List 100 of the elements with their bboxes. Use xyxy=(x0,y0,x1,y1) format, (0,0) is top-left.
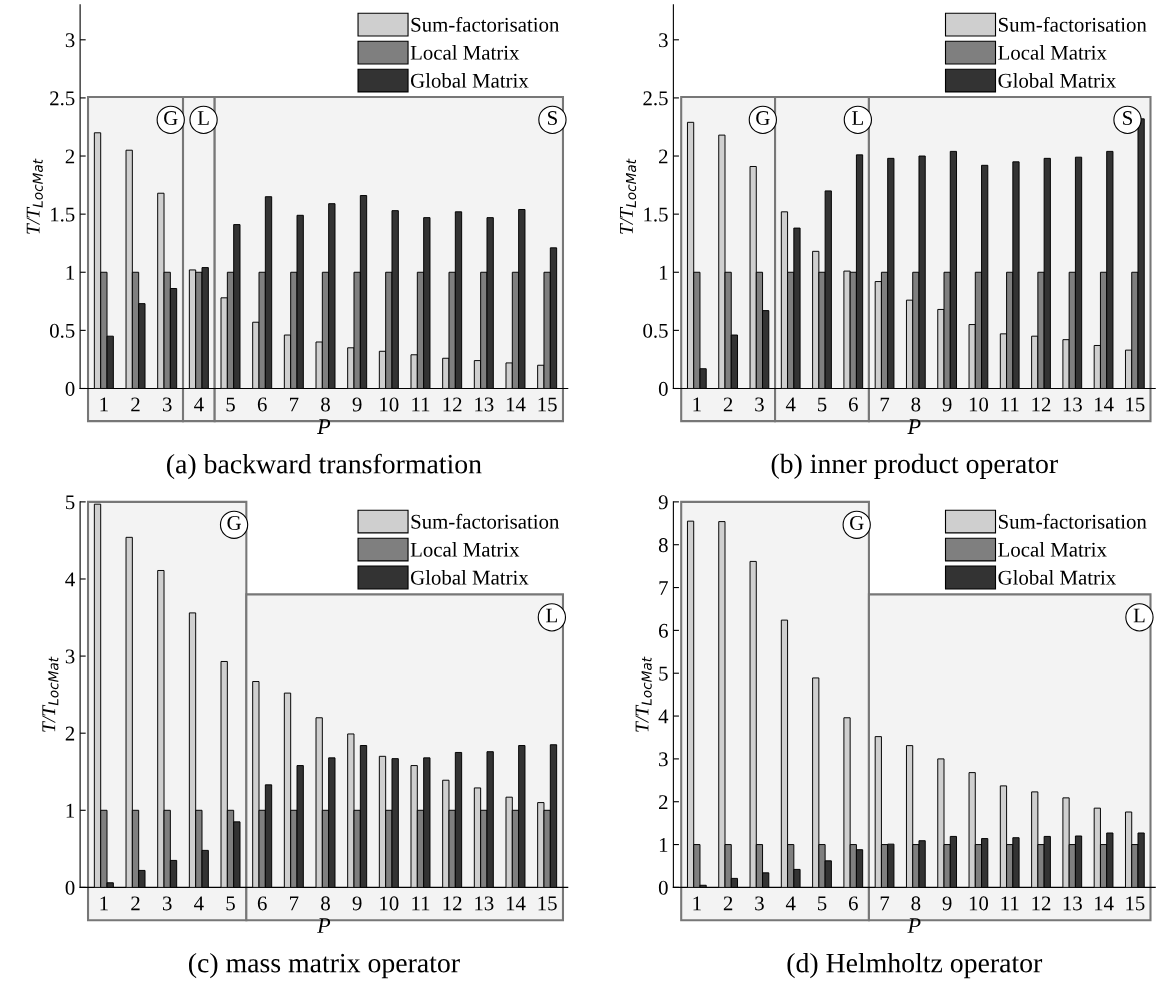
text: (c) mass matrix operator xyxy=(189,952,460,979)
x-tick-label: 12 xyxy=(1032,397,1051,412)
y-tick-label: 3 xyxy=(65,649,75,664)
y-tick-label: 0 xyxy=(658,880,668,895)
x-tick-label: 6 xyxy=(848,896,858,911)
band-label: S xyxy=(1123,111,1133,126)
y-tick-label: 1 xyxy=(66,803,74,818)
legend-label: Local Matrix xyxy=(998,45,1107,60)
band-label: L xyxy=(197,111,209,125)
x-axis-title: P xyxy=(907,918,921,933)
y-tick-label: 0 xyxy=(65,381,75,396)
bar xyxy=(905,745,914,888)
legend-label: Local Matrix xyxy=(998,542,1107,557)
y-tick-label: 1 xyxy=(659,265,668,280)
y-tick-label: 4 xyxy=(658,709,669,724)
legend-label: Sum-factorisation xyxy=(998,16,1147,32)
band-label: S xyxy=(548,111,557,126)
x-tick-label: 13 xyxy=(1063,397,1082,412)
band-label: G xyxy=(164,111,178,126)
band-label: G xyxy=(850,516,864,531)
x-tick-label: 4 xyxy=(194,397,204,412)
x-tick-label: 15 xyxy=(538,896,557,911)
y-axis-title: T/T$_{LocMat}$ xyxy=(26,158,43,234)
x-tick-label: 8 xyxy=(911,397,921,412)
x-tick-label: 14 xyxy=(506,896,526,911)
legend-label: Global Matrix xyxy=(998,73,1116,88)
y-tick-label: 0 xyxy=(658,381,668,396)
legend-label: Global Matrix xyxy=(410,73,529,88)
legend-label: Local Matrix xyxy=(410,45,520,60)
x-tick-label: 11 xyxy=(1001,896,1019,911)
y-tick-label: 3 xyxy=(659,33,668,48)
x-tick-label: 12 xyxy=(1032,896,1051,911)
y-tick-label: 2 xyxy=(659,149,668,164)
x-tick-label: 9 xyxy=(352,896,362,911)
x-axis-title: P xyxy=(907,419,921,434)
y-tick-label: 2 xyxy=(659,795,668,809)
y-axis-title: T/T$_{LocMat}$ xyxy=(635,656,652,732)
x-tick-label: 8 xyxy=(911,896,921,911)
y-axis-title: T/T$_{LocMat}$ xyxy=(619,158,637,234)
y-tick-label: 0.5 xyxy=(50,323,75,338)
x-tick-label: 15 xyxy=(1126,397,1145,412)
bar xyxy=(1031,791,1039,888)
y-tick-label: 3 xyxy=(65,33,75,48)
x-tick-label: 8 xyxy=(321,896,330,911)
x-tick-label: 14 xyxy=(506,397,526,412)
x-tick-label: 10 xyxy=(969,397,989,412)
x-axis-title: P xyxy=(317,419,331,434)
x-tick-label: 14 xyxy=(1094,896,1114,911)
x-tick-label: 15 xyxy=(538,397,557,412)
x-tick-label: 13 xyxy=(475,397,494,412)
x-tick-label: 7 xyxy=(880,896,890,911)
x-tick-label: 6 xyxy=(257,397,267,412)
y-tick-label: 1 xyxy=(66,265,74,280)
x-tick-label: 11 xyxy=(412,896,430,911)
x-tick-label: 9 xyxy=(942,896,952,911)
x-tick-label: 3 xyxy=(755,397,764,412)
x-tick-label: 5 xyxy=(226,397,235,412)
x-tick-label: 7 xyxy=(290,896,299,911)
y-tick-label: 0 xyxy=(65,880,75,895)
legend-label: Local Matrix xyxy=(410,542,520,557)
x-tick-label: 9 xyxy=(352,397,362,412)
y-tick-label: 0.5 xyxy=(643,323,668,338)
legend-label: Sum-factorisation xyxy=(998,513,1147,529)
x-tick-label: 12 xyxy=(443,896,462,911)
x-axis-title: P xyxy=(317,918,331,933)
x-tick-label: 10 xyxy=(380,397,399,412)
y-tick-label: 1.5 xyxy=(51,207,75,222)
x-tick-label: 10 xyxy=(380,896,399,911)
y-tick-label: 6 xyxy=(659,623,668,638)
text: (d) Helmholtz operator xyxy=(787,952,1043,979)
y-tick-label: 9 xyxy=(658,495,668,510)
y-tick-label: 8 xyxy=(658,538,668,553)
band-label: L xyxy=(852,111,863,125)
x-tick-label: 3 xyxy=(162,896,172,911)
text: (a) backward transformation xyxy=(167,453,482,480)
text: (b) inner product operator xyxy=(771,453,1058,479)
x-tick-label: 1 xyxy=(100,896,108,911)
x-tick-label: 12 xyxy=(443,397,462,412)
bar xyxy=(999,785,1008,888)
legend-label: Global Matrix xyxy=(410,570,529,585)
x-tick-label: 5 xyxy=(817,397,827,412)
x-tick-label: 14 xyxy=(1094,397,1114,412)
x-tick-label: 10 xyxy=(969,896,989,911)
bar xyxy=(283,692,292,888)
y-tick-label: 1 xyxy=(659,838,668,852)
x-tick-label: 2 xyxy=(131,397,140,412)
band-label: G xyxy=(756,111,770,126)
y-tick-label: 2.5 xyxy=(50,91,75,106)
legend-label: Global Matrix xyxy=(998,570,1116,585)
y-tick-label: 4 xyxy=(65,572,75,587)
x-tick-label: 13 xyxy=(1063,896,1082,911)
y-tick-label: 2 xyxy=(65,149,75,164)
x-tick-label: 7 xyxy=(880,397,890,412)
x-tick-label: 7 xyxy=(290,397,299,412)
y-axis-title: T/T$_{LocMat}$ xyxy=(42,656,59,732)
x-tick-label: 9 xyxy=(942,397,952,412)
x-tick-label: 4 xyxy=(785,896,796,911)
x-tick-label: 3 xyxy=(755,896,764,911)
x-tick-label: 1 xyxy=(100,397,108,412)
band-label: L xyxy=(1133,608,1145,623)
